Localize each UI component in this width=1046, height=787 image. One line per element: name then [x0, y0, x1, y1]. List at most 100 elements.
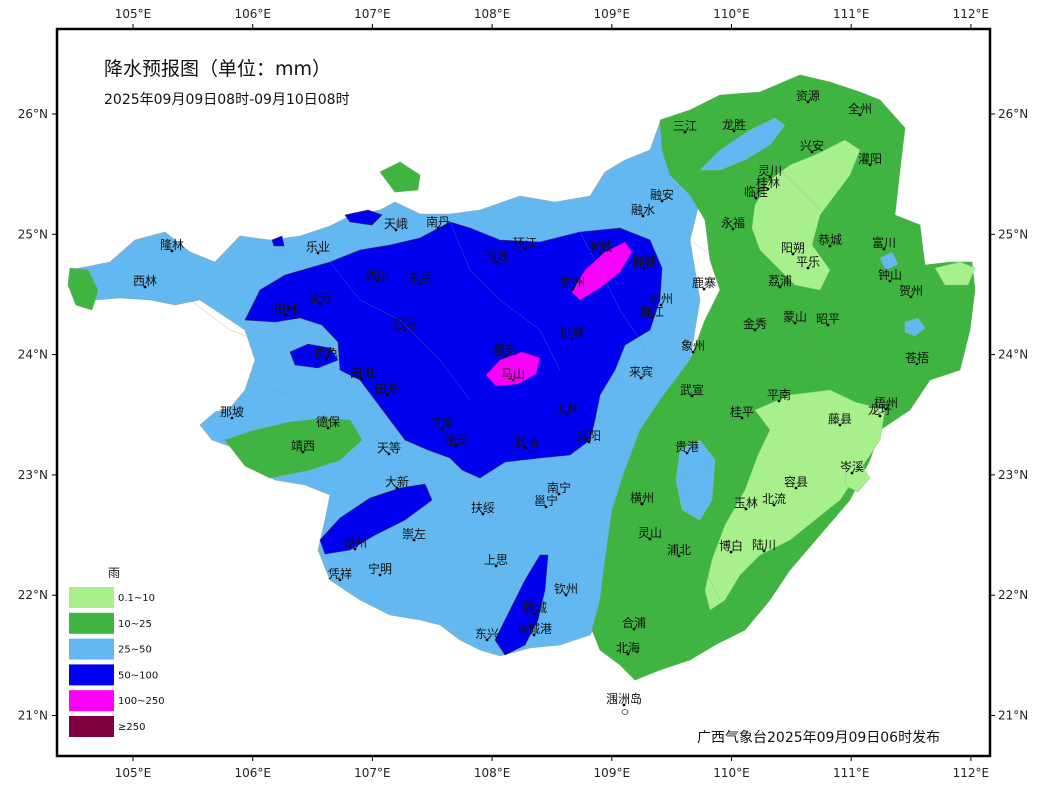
- city-marker: 天峨: [384, 217, 408, 232]
- city-dot: [385, 393, 389, 397]
- city-name: 大新: [385, 474, 409, 489]
- city-dot: [436, 226, 440, 230]
- city-dot: [691, 350, 695, 354]
- lon-tick-label-bottom: 109°E: [594, 766, 631, 780]
- city-name: 罗城: [588, 240, 612, 254]
- city-marker: 龙圩: [868, 403, 892, 418]
- city-dot: [485, 638, 489, 642]
- city-marker: 罗城: [588, 240, 612, 255]
- legend-swatch: [69, 664, 114, 686]
- city-marker: 钦州: [554, 582, 578, 597]
- city-name: 南宁: [547, 480, 571, 495]
- city-name: 凤山: [365, 268, 389, 282]
- city-dot: [523, 247, 527, 251]
- city-name: 武鸣: [514, 434, 538, 449]
- city-name: 东兰: [408, 271, 432, 285]
- city-dot: [791, 252, 795, 256]
- region-0-10-south-pocket: [844, 461, 871, 493]
- city-dot: [418, 282, 422, 286]
- lat-tick-label-right: 24°N: [998, 348, 1028, 362]
- lon-tick-label-top: 109°E: [594, 7, 631, 21]
- city-name: 灵川: [758, 164, 782, 178]
- region-50-100-baise: [289, 343, 339, 369]
- city-marker: 那坡: [220, 405, 244, 420]
- city-dot: [524, 446, 528, 450]
- city-dot: [828, 244, 832, 248]
- city-marker: 灵山: [638, 526, 662, 541]
- city-dot: [744, 507, 748, 511]
- city-name: 忻城: [560, 326, 584, 340]
- lon-tick-label-top: 105°E: [115, 7, 152, 21]
- city-name: 田东: [375, 382, 399, 396]
- city-name: 上林: [555, 402, 579, 416]
- city-marker: 隆安: [444, 432, 468, 448]
- city-dot: [378, 573, 382, 577]
- city-marker: 邕宁: [534, 493, 558, 509]
- lon-tick-label-bottom: 108°E: [474, 766, 511, 780]
- city-dot: [915, 362, 919, 366]
- city-marker: 东兰: [408, 271, 432, 286]
- city-name: 融安: [650, 187, 674, 202]
- city-marker: 资源: [796, 89, 820, 104]
- lat-tick-label-right: 26°N: [998, 107, 1028, 121]
- legend-swatch: [69, 716, 114, 737]
- city-name: 富川: [872, 235, 896, 250]
- region-0-10-far-east: [934, 261, 976, 286]
- city-name: 环江: [513, 236, 537, 250]
- city-marker: 贺州: [899, 284, 923, 299]
- lat-tick-label-right: 21°N: [998, 709, 1028, 723]
- city-dot: [412, 538, 416, 542]
- city-dot: [532, 633, 536, 637]
- region-0-10-southeast: [704, 389, 886, 611]
- city-marker: 钟山: [878, 267, 902, 283]
- lat-tick-label-right: 25°N: [998, 227, 1028, 241]
- city-name: 贺州: [899, 284, 923, 298]
- city-dot: [729, 550, 733, 554]
- city-dot: [230, 416, 234, 420]
- city-marker: 涠洲岛: [606, 691, 642, 707]
- city-dot: [702, 287, 706, 291]
- city-name: 西林: [133, 274, 157, 288]
- city-name: 来宾: [629, 364, 653, 379]
- city-marker: 阳朔: [781, 240, 805, 256]
- city-dot: [766, 187, 770, 191]
- city-dot: [677, 554, 681, 558]
- city-marker: 临桂: [744, 184, 768, 200]
- city-name: 玉林: [734, 496, 758, 510]
- lat-tick-label-left: 25°N: [18, 227, 48, 241]
- city-dot: [794, 486, 798, 490]
- city-dot: [394, 228, 398, 232]
- region-50-100-southwest: [319, 483, 433, 555]
- city-name: 平乐: [796, 255, 820, 269]
- city-dot: [481, 512, 485, 516]
- city-dot: [338, 578, 342, 582]
- city-dot: [557, 492, 561, 496]
- legend-label: 50~100: [118, 670, 158, 681]
- city-marker: 防城: [523, 600, 547, 616]
- city-marker: 梧州: [874, 395, 898, 411]
- lon-tick-label-bottom: 105°E: [115, 766, 152, 780]
- city-marker: 乐业: [306, 240, 330, 255]
- city-name: 马山: [501, 367, 525, 381]
- city-dot: [762, 549, 766, 553]
- city-name: 邕宁: [534, 493, 558, 508]
- city-dot: [316, 251, 320, 255]
- city-marker: 昭平: [816, 312, 840, 327]
- city-marker: 容县: [784, 474, 808, 490]
- city-marker: 武宣: [680, 382, 704, 398]
- city-name: 宜州: [561, 275, 585, 290]
- city-name: 象州: [681, 339, 705, 353]
- city-marker: 融安: [650, 187, 674, 203]
- city-dot: [754, 196, 758, 200]
- city-name: 三江: [673, 119, 697, 133]
- city-marker: 陆川: [752, 537, 776, 553]
- city-marker: 西林: [133, 274, 157, 289]
- city-marker: 北海: [616, 640, 640, 656]
- city-name: 龙胜: [722, 117, 746, 132]
- city-dot: [778, 285, 782, 289]
- city-name: 横州: [630, 491, 654, 505]
- city-name: 融水: [631, 203, 655, 217]
- city-marker: 柳城: [632, 255, 656, 270]
- city-dot: [884, 407, 888, 411]
